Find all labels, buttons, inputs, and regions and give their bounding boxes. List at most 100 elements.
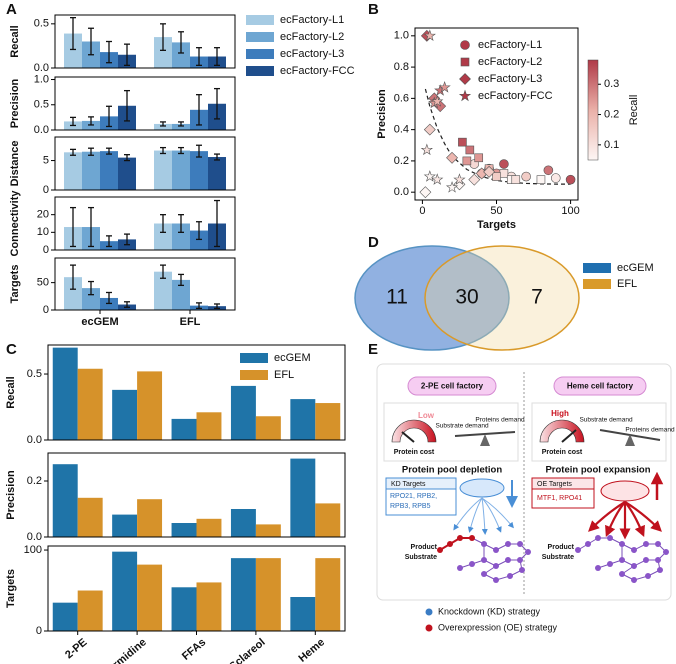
axes-frame xyxy=(54,76,236,131)
point xyxy=(550,173,561,183)
node xyxy=(457,565,463,571)
targets-title: KD Targets xyxy=(391,481,426,488)
error-bar xyxy=(106,291,112,305)
error-bar xyxy=(124,301,130,308)
legend-swatch xyxy=(246,49,274,59)
seesaw-label: Proteins demand xyxy=(475,417,525,424)
x-tick-label: Sclareol xyxy=(227,636,268,664)
node xyxy=(469,561,475,567)
error-bar xyxy=(88,27,94,56)
legend-label: ecFactory-FCC xyxy=(478,90,553,102)
protein-cloud xyxy=(600,480,650,502)
bar xyxy=(255,416,281,440)
bar xyxy=(315,503,341,537)
bar xyxy=(52,347,78,440)
error-bar xyxy=(124,89,130,122)
legend-label: ecFactory-L3 xyxy=(478,73,542,85)
bar xyxy=(100,151,118,190)
point xyxy=(492,172,501,181)
x-tick-label: 0 xyxy=(419,205,425,217)
bar xyxy=(230,558,256,631)
legend-label: ecGEM xyxy=(617,262,654,274)
legend-label: EFL xyxy=(274,369,294,381)
bar xyxy=(171,587,197,631)
point xyxy=(419,186,432,199)
target-genes: RPB3, RPB5 xyxy=(390,503,431,510)
outcome: Protein pool depletion xyxy=(402,465,502,476)
node xyxy=(643,541,649,547)
error-bar xyxy=(196,302,202,310)
point xyxy=(458,137,467,147)
network xyxy=(437,535,531,583)
arrow xyxy=(481,497,514,529)
cost-level: High xyxy=(551,409,569,418)
bar xyxy=(118,157,136,190)
venn-count: 7 xyxy=(531,286,543,309)
y-tick-label: 50 xyxy=(37,277,49,289)
arrow xyxy=(453,497,483,531)
node xyxy=(655,541,661,547)
point xyxy=(499,169,509,178)
y-tick-label: 0.6 xyxy=(394,92,409,104)
axes-frame xyxy=(54,196,236,251)
error-bar xyxy=(160,146,166,155)
error-bar xyxy=(70,116,76,127)
legend-dot xyxy=(425,608,433,616)
legend-marker xyxy=(459,73,471,85)
node xyxy=(645,573,651,579)
error-bar xyxy=(196,47,202,66)
bar xyxy=(172,42,190,68)
error-bar xyxy=(106,147,112,155)
node xyxy=(525,549,531,555)
legend-swatch xyxy=(583,279,611,289)
protein-cloud xyxy=(459,478,505,498)
bar xyxy=(137,564,163,631)
seesaw-pivot xyxy=(480,434,490,446)
y-tick-label: 0 xyxy=(36,625,42,637)
x-axis-label: Targets xyxy=(477,219,516,231)
venn: 11 30 7 ecGEM EFL xyxy=(354,245,654,351)
legend-label: ecFactory-L1 xyxy=(478,39,542,51)
node xyxy=(607,535,613,541)
arrows xyxy=(588,501,662,540)
panel-label: A xyxy=(6,1,17,18)
point xyxy=(431,173,444,185)
y-axis-label: Targets xyxy=(5,569,17,608)
error-bar xyxy=(178,121,184,127)
x-tick-label: 50 xyxy=(490,205,502,217)
bar xyxy=(172,150,190,190)
venn-count: 30 xyxy=(455,286,478,309)
bar xyxy=(290,399,316,440)
panel-label: D xyxy=(368,234,379,251)
node xyxy=(575,547,581,553)
y-axis-label: Recall xyxy=(5,376,17,408)
node xyxy=(595,535,601,541)
bar xyxy=(154,271,172,310)
node xyxy=(505,557,511,563)
venn-set xyxy=(425,246,579,350)
bar xyxy=(196,582,222,631)
bar xyxy=(82,151,100,190)
x-tick-label: 100 xyxy=(561,205,579,217)
bar xyxy=(137,371,163,440)
error-bar xyxy=(160,214,166,233)
bar xyxy=(112,551,138,631)
y-tick-label: 5 xyxy=(43,154,49,166)
y-axis-label: Recall xyxy=(9,25,21,57)
legend-label: ecGEM xyxy=(274,352,311,364)
bar xyxy=(154,150,172,190)
legend-swatch xyxy=(246,66,274,76)
point xyxy=(468,173,481,186)
legend-label: ecFactory-L2 xyxy=(280,31,344,43)
arrow xyxy=(481,497,488,535)
seesaw-label: Substrate demand xyxy=(579,417,633,424)
venn-set xyxy=(354,245,510,351)
title-pill xyxy=(553,376,647,396)
node-label: Substrate xyxy=(542,554,574,561)
point xyxy=(511,175,521,184)
venn-outline xyxy=(424,245,580,351)
panel-label: C xyxy=(6,341,17,358)
axes-frame xyxy=(54,136,236,191)
y-tick-label: 0.0 xyxy=(27,531,42,543)
error-bar xyxy=(106,40,112,64)
